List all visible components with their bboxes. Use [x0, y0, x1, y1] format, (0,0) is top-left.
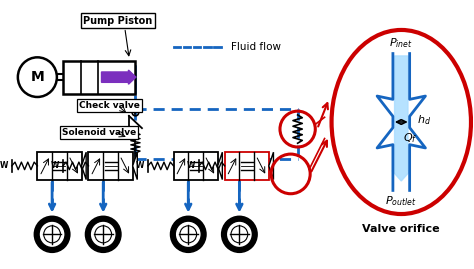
Text: W: W	[0, 161, 8, 170]
Text: $h_d$: $h_d$	[417, 113, 430, 127]
Circle shape	[175, 221, 201, 247]
Text: W: W	[136, 161, 144, 170]
Text: W: W	[51, 161, 59, 170]
Bar	[173, 152, 218, 180]
Bar	[89, 152, 133, 180]
Text: Fluid flow: Fluid flow	[231, 43, 281, 52]
Text: Valve orifice: Valve orifice	[363, 224, 440, 234]
Polygon shape	[133, 152, 137, 180]
Circle shape	[171, 216, 206, 252]
Circle shape	[227, 221, 252, 247]
Text: $P_{outlet}$: $P_{outlet}$	[385, 194, 417, 208]
Polygon shape	[269, 152, 273, 180]
Text: Pump Piston: Pump Piston	[83, 16, 153, 26]
Circle shape	[18, 57, 57, 97]
Text: Check valve: Check valve	[79, 101, 140, 110]
Circle shape	[85, 216, 121, 252]
Bar	[225, 152, 269, 180]
FancyArrow shape	[392, 56, 410, 181]
Ellipse shape	[331, 30, 471, 214]
Bar	[64, 61, 136, 94]
Text: Solenoid valve: Solenoid valve	[62, 128, 136, 137]
Circle shape	[90, 221, 116, 247]
FancyArrow shape	[101, 70, 136, 84]
Text: $P_{inet}$: $P_{inet}$	[389, 36, 413, 50]
Circle shape	[39, 221, 65, 247]
Polygon shape	[82, 152, 86, 180]
Text: W: W	[187, 161, 195, 170]
Circle shape	[35, 216, 70, 252]
Text: $Q_f$: $Q_f$	[403, 132, 418, 146]
Polygon shape	[218, 152, 222, 180]
Text: M: M	[30, 70, 44, 84]
Bar	[37, 152, 82, 180]
Circle shape	[222, 216, 257, 252]
